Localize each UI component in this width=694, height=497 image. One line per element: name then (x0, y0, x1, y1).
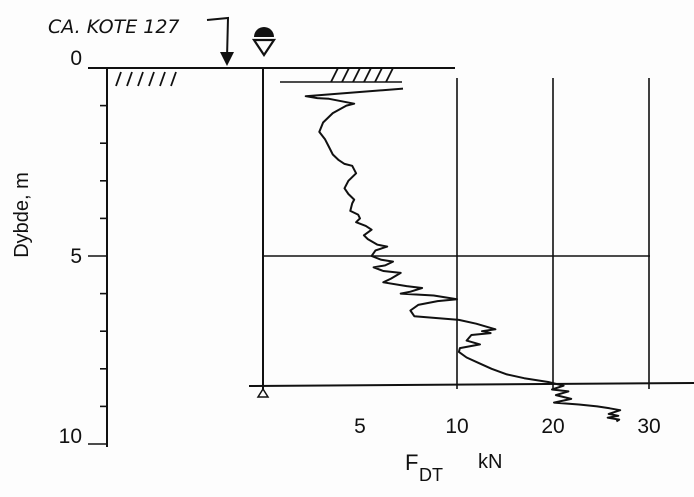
x-axis-title: F DT kN (405, 450, 502, 485)
x-axis-subscript: DT (419, 465, 443, 485)
y-tick-label: 5 (70, 245, 82, 268)
water-table-icon (251, 27, 277, 57)
ground-surface (88, 67, 455, 87)
ground-level-label: CA. KOTE 127 (48, 16, 180, 38)
soil-hatching-right (330, 67, 394, 83)
force-axis (248, 68, 694, 389)
y-tick-label: 10 (59, 425, 82, 448)
y-axis-title: Dybde, m (11, 172, 33, 258)
depth-axis (88, 68, 108, 447)
x-tick-label: 10 (445, 415, 468, 438)
x-axis-symbol: F (405, 450, 418, 475)
end-of-test-line (248, 382, 694, 387)
x-tick-label: 5 (354, 415, 366, 438)
x-tick-label: 30 (637, 415, 660, 438)
y-tick-labels: 0 5 10 (59, 47, 82, 448)
x-tick-labels: 5 10 20 30 (354, 415, 661, 438)
x-tick-label: 20 (541, 415, 564, 438)
soil-hatching-left (115, 71, 177, 87)
ground-level-arrow-icon (206, 16, 234, 66)
x-axis-unit: kN (478, 451, 502, 473)
y-tick-label: 0 (70, 47, 82, 70)
end-of-test-triangle-icon (256, 387, 270, 398)
grid-lines (263, 78, 650, 389)
sounding-curve (304, 87, 622, 423)
